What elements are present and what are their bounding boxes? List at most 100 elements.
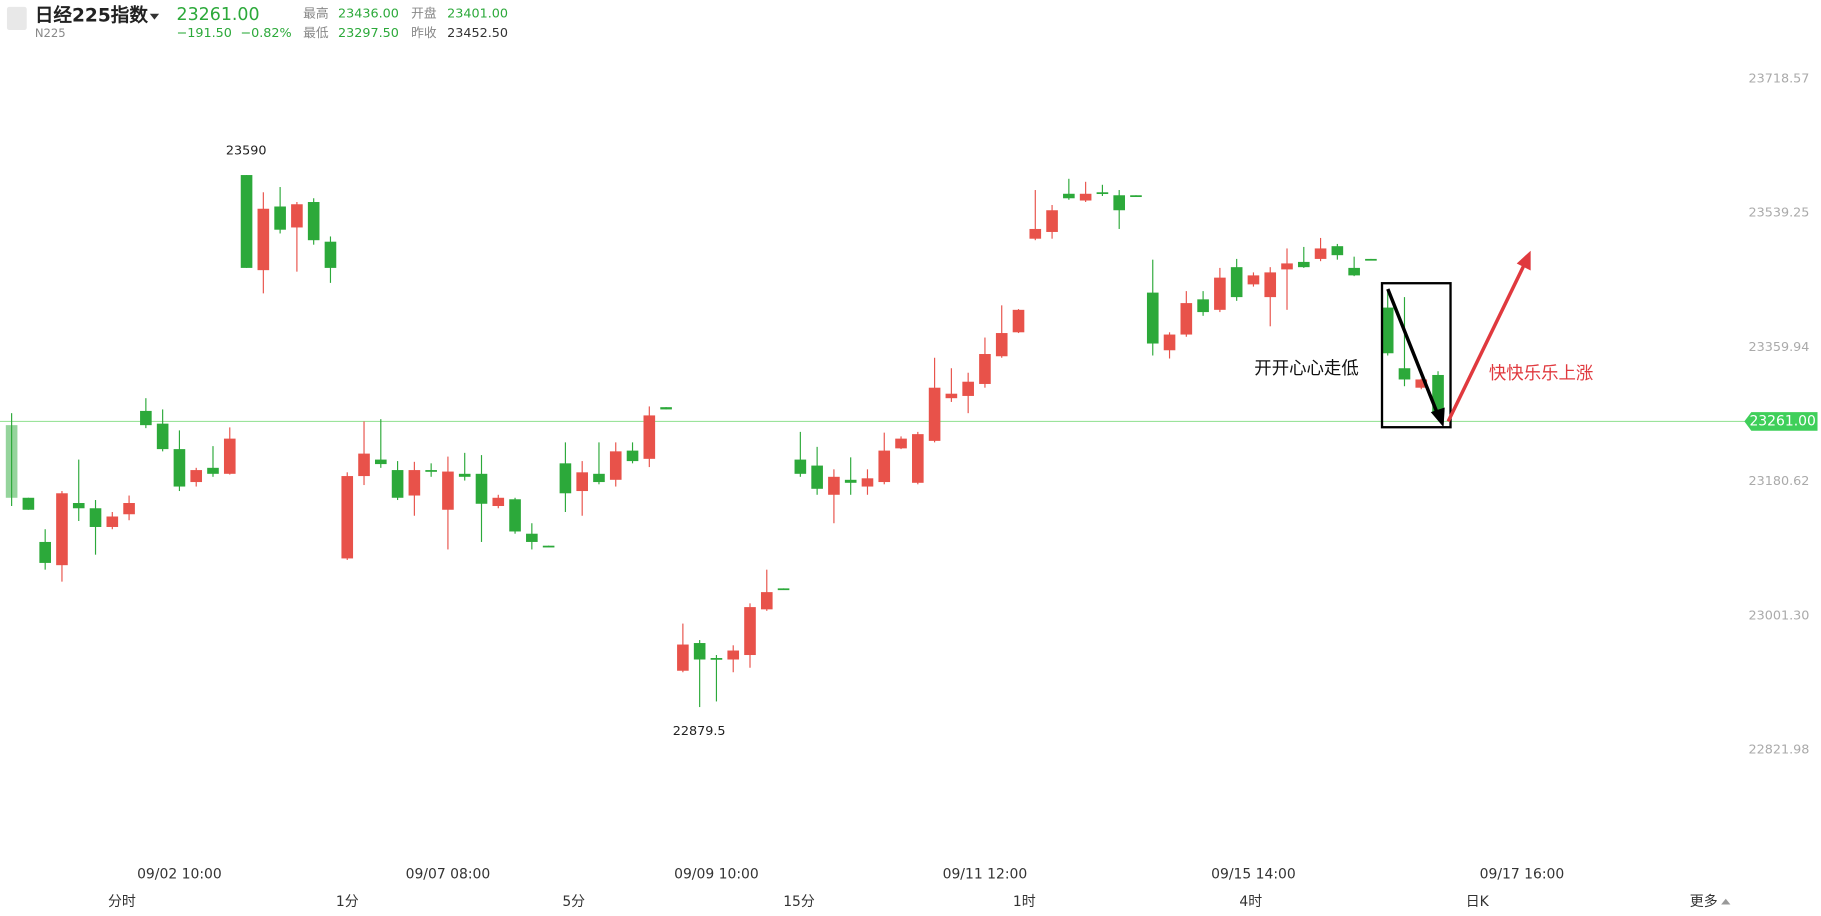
candle-body [1247,275,1260,285]
up-arrow [1446,265,1526,423]
stat-value: 23401.00 [447,6,508,21]
candle-body [307,202,320,241]
candle-body [106,516,119,527]
candle-body [1264,272,1277,298]
candle-body [609,451,622,480]
x-tick-label: 09/02 10:00 [137,866,222,882]
candle-body [794,459,807,474]
candle-body [140,410,152,426]
candle-body [492,497,505,507]
candle-body [1113,195,1126,211]
price-change: −191.50 [177,26,232,41]
candle-body [1214,277,1226,310]
candle-body [1381,307,1394,354]
plot [0,175,1748,708]
candle-body [710,658,723,660]
candle-body [576,472,588,492]
timeframe-tab[interactable]: 更多 [1690,893,1718,910]
candle-body [660,407,672,410]
highlight-box [1380,282,1452,429]
stat-label: 最低 [303,26,329,41]
stat-label: 昨收 [411,26,437,41]
timeframe-tab[interactable]: 日K [1466,894,1490,910]
candle-body [693,643,706,660]
candle-body [878,450,891,483]
candle-body [861,478,874,487]
candle-body [1432,374,1444,413]
candle-body [358,453,370,477]
candle-body [995,333,1008,357]
candle-body [274,206,286,230]
candle-body [39,541,51,563]
candle-body [22,497,35,510]
y-tick-label: 23001.30 [1748,608,1809,623]
dropdown-caret[interactable] [149,13,160,20]
candle-body [962,381,974,396]
candle-body [777,588,790,591]
y-tick-label: 23359.94 [1748,340,1809,355]
candle-body [542,545,555,548]
candle-body [190,470,203,483]
candle-body [1046,210,1058,232]
high-annotation: 23590 [226,143,267,158]
candle-body [458,473,471,477]
timeframe-tab[interactable]: 4时 [1239,894,1262,910]
candle-body [828,476,840,495]
stat-value: 23452.50 [447,26,508,41]
stat-value: 23297.50 [338,26,399,41]
x-tick-label: 09/11 12:00 [943,866,1028,882]
timeframe-tab[interactable]: 1分 [336,894,359,910]
more-caret [1721,898,1731,905]
candle-body [844,479,857,483]
candle-body [526,533,538,542]
timeframe-tab[interactable]: 15分 [783,894,815,910]
candle-body [1180,303,1193,335]
candle-body [979,354,991,384]
last-price-tag [1744,412,1818,431]
candle-body [442,471,454,510]
candle-body [475,473,488,504]
candle-body [1415,379,1428,388]
timeframe-tab[interactable]: 分时 [108,894,136,910]
index-name[interactable]: 日经225指数 [35,5,149,27]
timeframe-tab[interactable]: 5分 [562,894,585,910]
stat-label: 最高 [303,5,329,21]
candle-body [391,470,404,498]
candle-body [593,473,605,483]
candle-body [257,208,270,271]
candle-body [677,644,689,671]
note-down: 开开心心走低 [1254,359,1358,379]
candle-body [1314,248,1327,259]
candle-body [123,503,135,515]
timeframe-tab[interactable]: 1时 [1013,894,1036,910]
y-tick-label: 23539.25 [1748,206,1809,221]
candle-body [895,438,907,449]
candle-body [291,204,303,228]
candle-body [223,438,236,474]
candle-body [156,423,169,450]
candle-body [945,393,958,399]
candle-body [1331,246,1344,256]
candle-body [324,241,337,268]
up-arrow-head [1516,250,1531,271]
candle-body [1230,267,1243,298]
candle-body [5,425,18,498]
last-price: 23261.00 [177,5,260,25]
logo-icon [6,6,27,31]
candle-body [425,470,437,472]
candle-body [408,470,421,496]
candle-body [1130,195,1142,198]
candle-body [1348,267,1360,276]
x-tick-label: 09/15 14:00 [1211,866,1296,882]
x-tick-label: 09/17 16:00 [1480,866,1565,882]
candle-body [240,175,253,268]
candle-body [89,508,102,527]
candle-body [1197,299,1209,313]
candle-body [173,449,186,487]
candle-body [1146,292,1159,344]
candle-body [811,465,823,489]
candle-body [1029,228,1042,239]
candle-body [509,499,521,532]
price-change-pct: −0.82% [240,26,291,41]
